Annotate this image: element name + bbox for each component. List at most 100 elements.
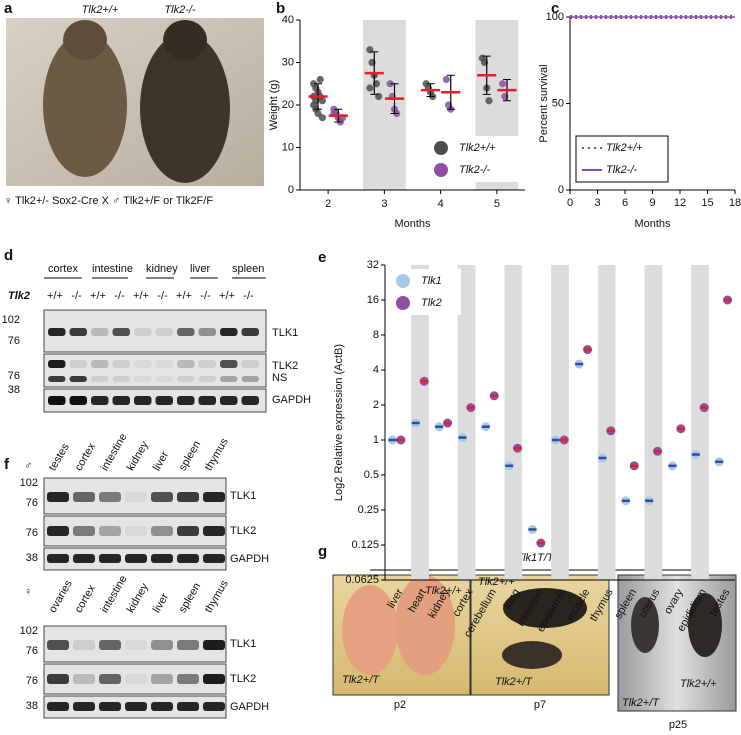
- blot-band: [220, 328, 238, 336]
- blot-band: [177, 640, 199, 650]
- panel-letter: c: [551, 0, 559, 17]
- protein-label: TLK1: [230, 490, 256, 502]
- blot-band: [69, 360, 87, 368]
- mouse: [43, 33, 127, 177]
- mouse: [631, 597, 659, 653]
- blot-band: [112, 376, 130, 382]
- blot-band: [112, 396, 130, 405]
- protein-label: GAPDH: [230, 701, 269, 713]
- blot-band: [177, 328, 195, 336]
- blot-band: [198, 396, 216, 405]
- legend-label: Tlk2: [421, 297, 442, 309]
- blot-band: [198, 376, 216, 382]
- blot-band: [73, 492, 95, 502]
- mouse-head: [63, 20, 107, 60]
- blot-band: [203, 554, 225, 563]
- genotype-label: -/-: [243, 290, 254, 302]
- blot-band: [220, 376, 238, 382]
- y-tick-label: 2: [373, 399, 379, 411]
- cross-caption: ♀ Tlk2+/- Sox2-Cre X ♂ Tlk2+/F or Tlk2F/…: [4, 195, 213, 207]
- blot-band: [47, 702, 69, 711]
- genotype-label: +/+: [90, 290, 106, 302]
- blot-band: [99, 526, 121, 536]
- blot-band: [155, 328, 173, 336]
- row-label: Tlk2: [8, 290, 30, 302]
- blot-band: [241, 328, 259, 336]
- blot-band: [155, 376, 173, 382]
- data-point: [485, 97, 493, 105]
- x-tick-label: 5: [494, 198, 500, 210]
- blot-band: [134, 328, 152, 336]
- pup: [502, 641, 562, 669]
- blot-band: [99, 554, 121, 563]
- panel-letter: b: [276, 0, 285, 17]
- marker: 76: [26, 645, 38, 657]
- shade: [457, 265, 476, 580]
- blot-band: [125, 674, 147, 684]
- blot-band: [112, 360, 130, 368]
- blot-band: [177, 360, 195, 368]
- genotype-label: +/+: [176, 290, 192, 302]
- blot-band: [198, 328, 216, 336]
- y-tick-label: 1: [373, 434, 379, 446]
- ns-label: NS: [272, 372, 287, 384]
- blot-band: [151, 526, 173, 536]
- tissue-label: testes: [47, 441, 72, 473]
- blot-band: [220, 396, 238, 405]
- data-point: [318, 97, 326, 105]
- blot-band: [177, 396, 195, 405]
- blot-band: [99, 674, 121, 684]
- y-tick-label: 30: [282, 56, 294, 68]
- blot-band: [125, 554, 147, 563]
- blot-band: [91, 328, 109, 336]
- legend-label: Tlk2+/+: [459, 142, 496, 154]
- blot-band: [47, 554, 69, 563]
- shade: [504, 265, 523, 580]
- x-tick-label: 6: [622, 197, 628, 209]
- genotype-label: Tlk2+/+: [82, 4, 119, 16]
- mouse-head: [163, 20, 207, 60]
- y-tick-label: 16: [367, 294, 379, 306]
- y-tick-label: 0.125: [351, 539, 379, 551]
- blot-band: [198, 360, 216, 368]
- y-tick-label: 32: [367, 259, 379, 271]
- data-point: [499, 80, 507, 88]
- blot-band: [155, 360, 173, 368]
- x-tick-label: 12: [674, 197, 686, 209]
- protein-label: TLK2: [230, 673, 256, 685]
- tissue-label: liver: [151, 591, 172, 615]
- marker: 102: [20, 625, 38, 637]
- blot-band: [241, 376, 259, 382]
- blot-band: [177, 526, 199, 536]
- marker: 38: [8, 384, 20, 396]
- legend-swatch: [434, 163, 448, 177]
- blot-band: [203, 526, 225, 536]
- y-tick-label: 10: [282, 141, 294, 153]
- legend-label: Tlk2+/+: [606, 142, 643, 154]
- data-point: [366, 84, 374, 92]
- blot-band: [203, 702, 225, 711]
- legend-swatch: [396, 296, 410, 310]
- blot-band: [134, 396, 152, 405]
- panel-letter: e: [318, 249, 326, 266]
- y-tick-label: 40: [282, 14, 294, 26]
- panel-letter: f: [4, 456, 10, 473]
- tissue-label: spleen: [177, 581, 204, 615]
- genotype-label: Tlk2-/-: [164, 4, 196, 16]
- tissue-label: kidney: [125, 439, 152, 473]
- blot-band: [99, 492, 121, 502]
- protein-label: GAPDH: [272, 394, 311, 406]
- x-tick-label: 3: [594, 197, 600, 209]
- y-tick-label: 0.25: [358, 504, 379, 516]
- sex-symbol: ♀: [24, 586, 32, 598]
- pup: [503, 588, 587, 628]
- shade: [691, 265, 709, 580]
- marker: 76: [8, 335, 20, 347]
- blot-band: [91, 376, 109, 382]
- tissue-label: liver: [190, 263, 211, 275]
- genotype-title: Tlk1T/T: [516, 552, 555, 564]
- blot-band: [48, 396, 66, 405]
- y-axis-label: Log2 Relative expression (ActB): [333, 344, 345, 501]
- tissue-label: ovaries: [47, 578, 75, 615]
